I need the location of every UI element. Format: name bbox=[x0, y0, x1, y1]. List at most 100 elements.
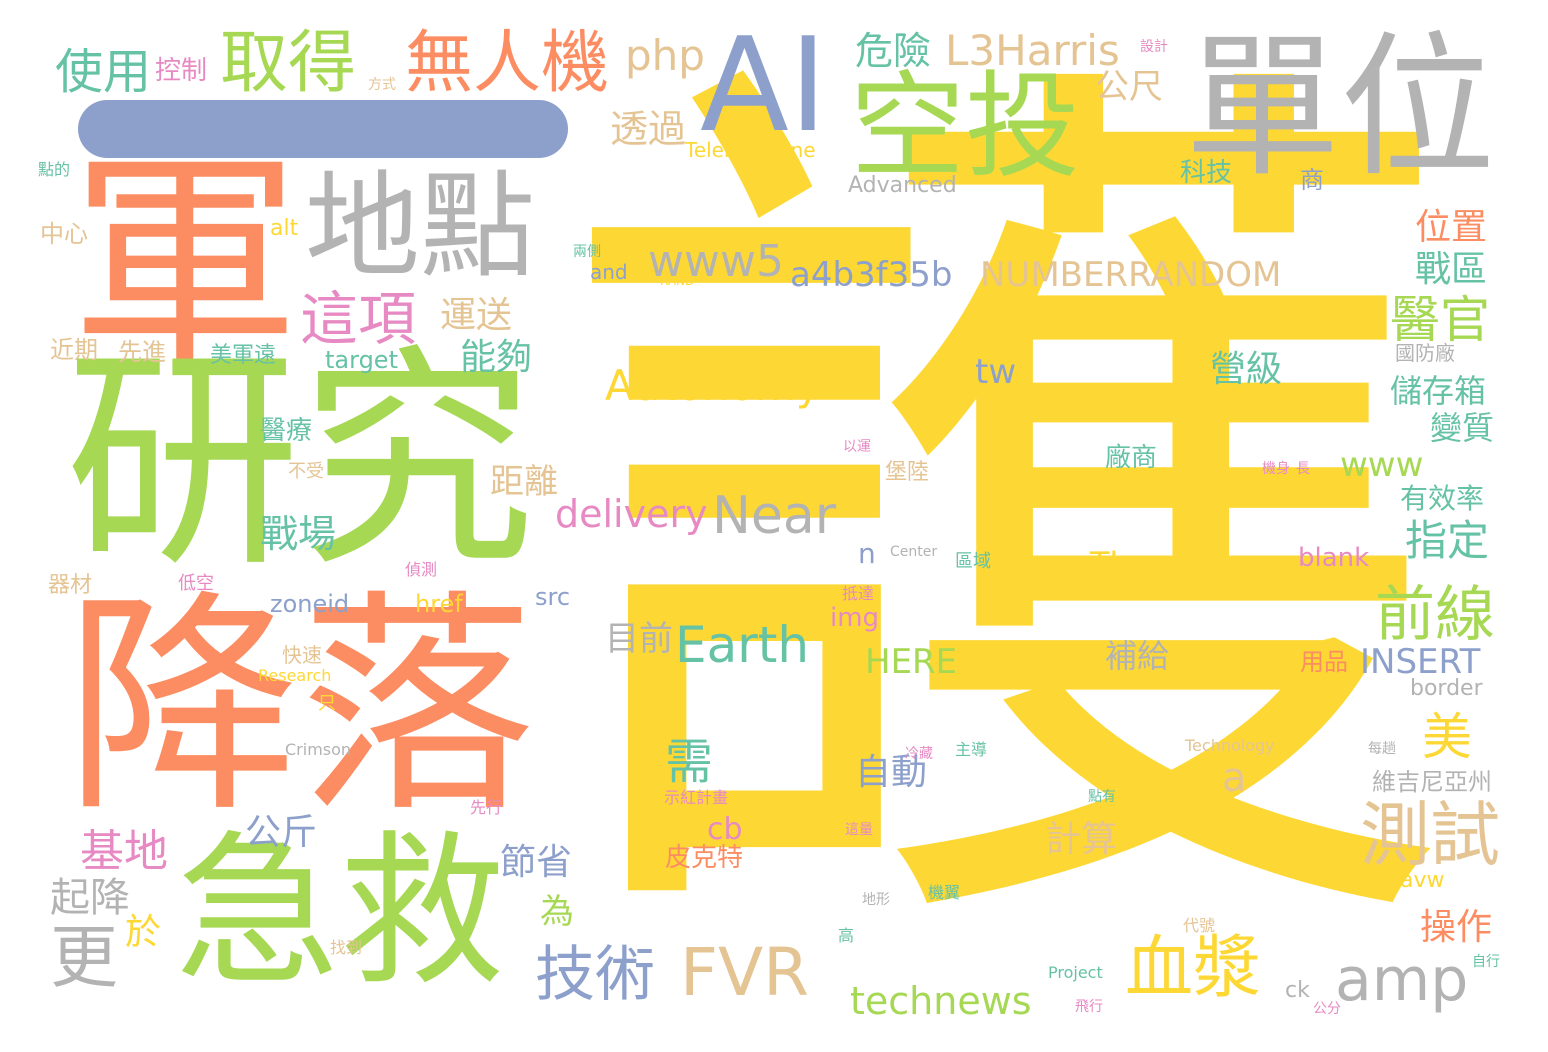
word-lengcang: 冷藏 bbox=[905, 746, 933, 762]
word-zhanqu: 戰區 bbox=[1415, 249, 1488, 290]
word-zidong: 自動 bbox=[855, 752, 928, 793]
word-here: HERE bbox=[865, 642, 958, 682]
word-jisuan: 計算 bbox=[1045, 819, 1118, 860]
word-dixing: 地形 bbox=[862, 892, 890, 908]
word-yiguan: 醫官 bbox=[1390, 291, 1490, 349]
word-php: php bbox=[625, 31, 705, 80]
word-quyu: 區域 bbox=[955, 551, 991, 572]
word-weizhi: 位置 bbox=[1415, 207, 1488, 248]
word-yiliao: 醫療 bbox=[260, 416, 313, 446]
word-kongzhi: 控制 bbox=[155, 56, 208, 86]
word-numberrandom: NUMBERRANDOM bbox=[980, 255, 1282, 295]
word-xu: 需 bbox=[665, 734, 714, 790]
word-ck: ck bbox=[1285, 978, 1310, 1003]
word-crimson: Crimson bbox=[285, 740, 352, 759]
word-img: img bbox=[830, 603, 880, 633]
word-bianzhi: 變質 bbox=[1430, 409, 1495, 447]
word-shihongjihua: 示紅計畫 bbox=[664, 788, 729, 807]
word-a4b3f35b: a4b3f35b bbox=[790, 255, 953, 295]
word-kuaisu: 快速 bbox=[282, 643, 322, 667]
word-shiyong: 使用 bbox=[55, 44, 152, 100]
word-rand: RAND bbox=[660, 274, 695, 288]
word-caozuo: 操作 bbox=[1420, 907, 1493, 948]
word-cb: cb bbox=[707, 812, 743, 847]
word-youxiaolv: 有效率 bbox=[1400, 482, 1485, 515]
word-zhiding: 指定 bbox=[1405, 516, 1490, 565]
word-guofangchang: 國防廠 bbox=[1395, 341, 1455, 365]
word-zhi: 只 bbox=[318, 693, 336, 714]
word-touguo: 透過 bbox=[610, 107, 687, 151]
word-jiangluo: 降落 bbox=[65, 571, 535, 844]
word-project: Project bbox=[1048, 963, 1103, 982]
word-xianjin: 先進 bbox=[118, 338, 166, 366]
word-feixing: 飛行 bbox=[1075, 999, 1103, 1015]
word-zhence: 偵測 bbox=[405, 560, 438, 579]
word-shang: 商 bbox=[1300, 166, 1324, 194]
word-hu: 護 bbox=[555, 0, 1455, 1043]
word-href: href bbox=[415, 590, 463, 618]
word-telemedicine: Telemedicine bbox=[685, 138, 816, 162]
word-jun: 軍 bbox=[70, 131, 301, 398]
word-alt: alt bbox=[270, 216, 299, 241]
word-target: target bbox=[325, 346, 398, 374]
word-border: border bbox=[1410, 676, 1483, 701]
word-yu: 於 bbox=[125, 912, 162, 953]
word-yongpin: 用品 bbox=[1300, 648, 1348, 676]
word-technology: Technology bbox=[1185, 736, 1275, 755]
word-gongfen: 公分 bbox=[1313, 1001, 1341, 1017]
word-autonomy: Autonomy bbox=[605, 361, 821, 410]
word-didian: 地點 bbox=[305, 160, 536, 294]
word-qude: 取得 bbox=[220, 24, 357, 103]
word-yanjiu: 研究 bbox=[65, 326, 535, 599]
word-zoneid: zoneid bbox=[270, 590, 350, 618]
word-dianyou: 點有 bbox=[1088, 789, 1116, 805]
word-sheji: 設計 bbox=[1140, 39, 1168, 55]
word-and: and bbox=[590, 260, 628, 284]
word-avw: avw bbox=[1400, 868, 1445, 893]
word-wurenji: 無人機 bbox=[405, 24, 610, 103]
word-yunsong: 運送 bbox=[440, 295, 513, 336]
word-zhexiang: 這項 bbox=[300, 285, 417, 353]
word-weijiniyazhou: 維吉尼亞州 bbox=[1372, 768, 1492, 796]
word-technews: technews bbox=[850, 979, 1032, 1023]
word-muqian: 目前 bbox=[605, 619, 673, 659]
word-xianxing: 先行 bbox=[470, 798, 503, 817]
word-blank: blank bbox=[1298, 543, 1370, 573]
word-chang: 長 bbox=[1296, 461, 1310, 477]
word-zhaodao: 找到 bbox=[330, 938, 363, 957]
word-a: a bbox=[1222, 755, 1247, 801]
word-meijunyuan: 美軍遠 bbox=[210, 343, 277, 368]
word-gongjin: 公斤 bbox=[245, 812, 318, 853]
word-yiyun: 以運 bbox=[843, 439, 871, 455]
word-gao: 高 bbox=[838, 926, 855, 945]
word-amp: amp bbox=[1335, 945, 1469, 1015]
word-keji: 科技 bbox=[1180, 158, 1233, 188]
word-delivery: delivery bbox=[555, 492, 708, 536]
word-qianxian: 前線 bbox=[1375, 580, 1495, 650]
word-l3harris: L3Harris bbox=[945, 26, 1120, 75]
word-geng: 更 bbox=[50, 919, 119, 998]
word-changshang: 廠商 bbox=[1105, 443, 1158, 473]
word-the: The bbox=[1090, 545, 1150, 583]
word-ceshi: 測試 bbox=[1360, 794, 1500, 876]
word-liangce: 兩側 bbox=[573, 244, 601, 260]
word-near: Near bbox=[712, 486, 837, 546]
word-jiesheng: 節省 bbox=[500, 842, 573, 883]
word-src: src bbox=[535, 583, 571, 611]
word-advanced: Advanced bbox=[848, 173, 957, 198]
word-zhongxin: 中心 bbox=[40, 220, 88, 248]
word-wei: 為 bbox=[540, 892, 574, 932]
word-baolu: 堡陸 bbox=[885, 460, 930, 485]
word-dida: 抵達 bbox=[842, 584, 875, 603]
word-www5: www5 bbox=[648, 236, 784, 287]
word-zixing: 自行 bbox=[1472, 954, 1500, 970]
word-insert: INSERT bbox=[1360, 642, 1481, 682]
word-dikong: 低空 bbox=[178, 573, 214, 594]
word-jishen: 機身 bbox=[1262, 461, 1290, 477]
word-earth: Earth bbox=[675, 616, 810, 674]
word-pikete: 皮克特 bbox=[665, 843, 744, 873]
decorative-bar bbox=[78, 100, 568, 158]
word-mei: 美 bbox=[1422, 708, 1472, 766]
word-fvr: FVR bbox=[680, 934, 809, 1011]
word-kongtou: 空投 bbox=[850, 60, 1081, 194]
